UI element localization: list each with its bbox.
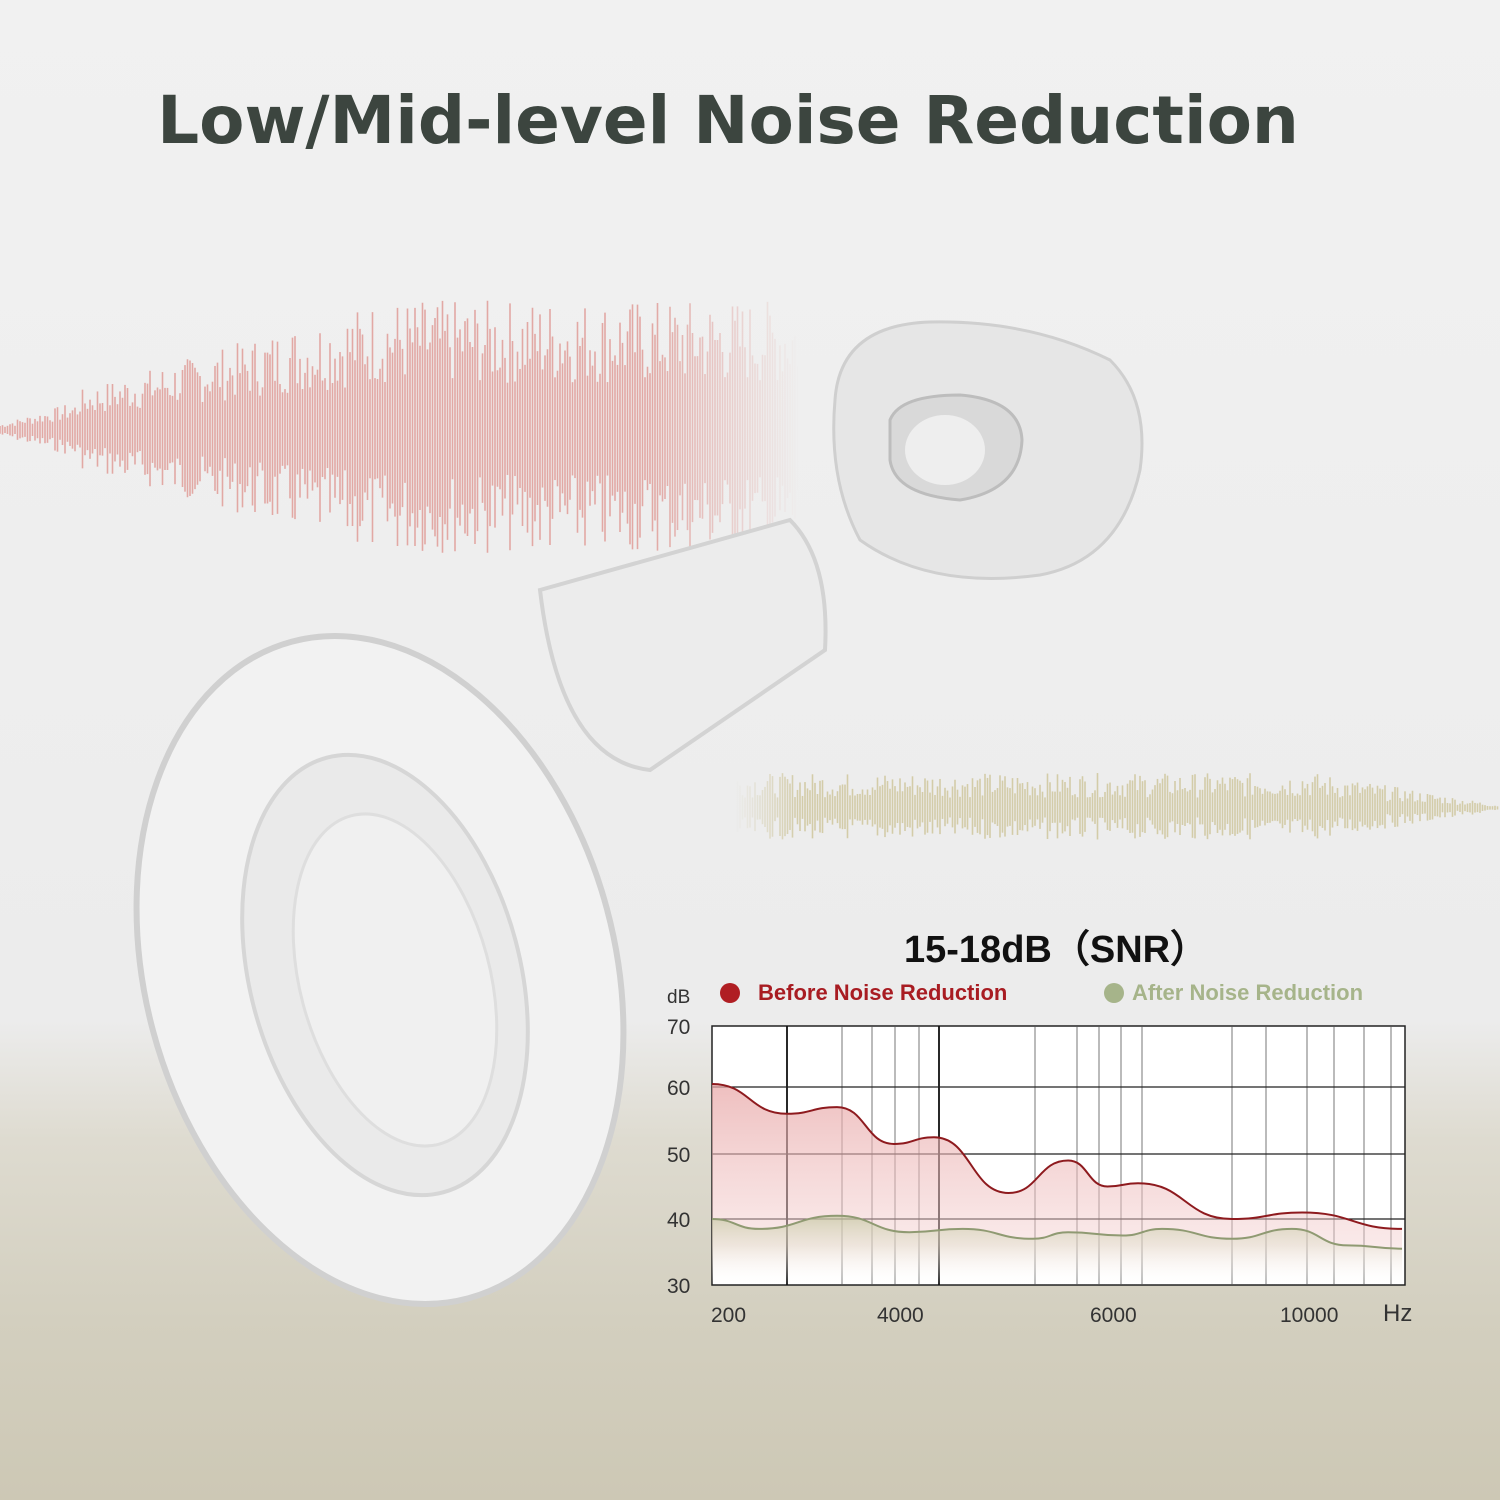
y-tick-label: 60 bbox=[667, 1077, 690, 1100]
x-tick-label: 4000 bbox=[877, 1304, 924, 1327]
loud-sound-wave bbox=[0, 300, 794, 553]
x-tick-label: 200 bbox=[711, 1304, 746, 1327]
series bbox=[711, 1082, 1403, 1285]
y-tick-label: 50 bbox=[667, 1144, 690, 1167]
x-tick-label: 10000 bbox=[1280, 1304, 1338, 1327]
x-axis-label: Hz bbox=[1383, 1300, 1412, 1327]
legend-after-dot bbox=[1104, 983, 1124, 1003]
reduced-sound-wave bbox=[739, 773, 1499, 840]
ear-tip-image bbox=[832, 320, 1144, 580]
legend-before-dot bbox=[720, 983, 740, 1003]
y-tick-label: 40 bbox=[667, 1209, 690, 1232]
series-line-1 bbox=[711, 1214, 1403, 1250]
earplug-image bbox=[133, 517, 828, 1307]
legend-before: Before Noise Reduction bbox=[720, 980, 1007, 1006]
chart-title: 15-18dB（SNR） bbox=[904, 929, 1209, 971]
page-title: Low/Mid-level Noise Reduction bbox=[157, 82, 1299, 159]
y-tick-label: 30 bbox=[667, 1275, 690, 1298]
series-area-1 bbox=[712, 1215, 1403, 1285]
legend-after: After Noise Reduction bbox=[1104, 980, 1363, 1006]
series-line-0 bbox=[711, 1082, 1403, 1230]
y-axis-label: dB bbox=[667, 987, 690, 1008]
axes: dB Hz 30 40 50 60 70 200 4000 6000 10000 bbox=[667, 987, 1412, 1327]
x-tick-label: 6000 bbox=[1090, 1304, 1137, 1327]
legend-before-label: Before Noise Reduction bbox=[758, 980, 1008, 1005]
legend-after-label: After Noise Reduction bbox=[1132, 980, 1364, 1005]
y-tick-label: 70 bbox=[667, 1016, 690, 1039]
